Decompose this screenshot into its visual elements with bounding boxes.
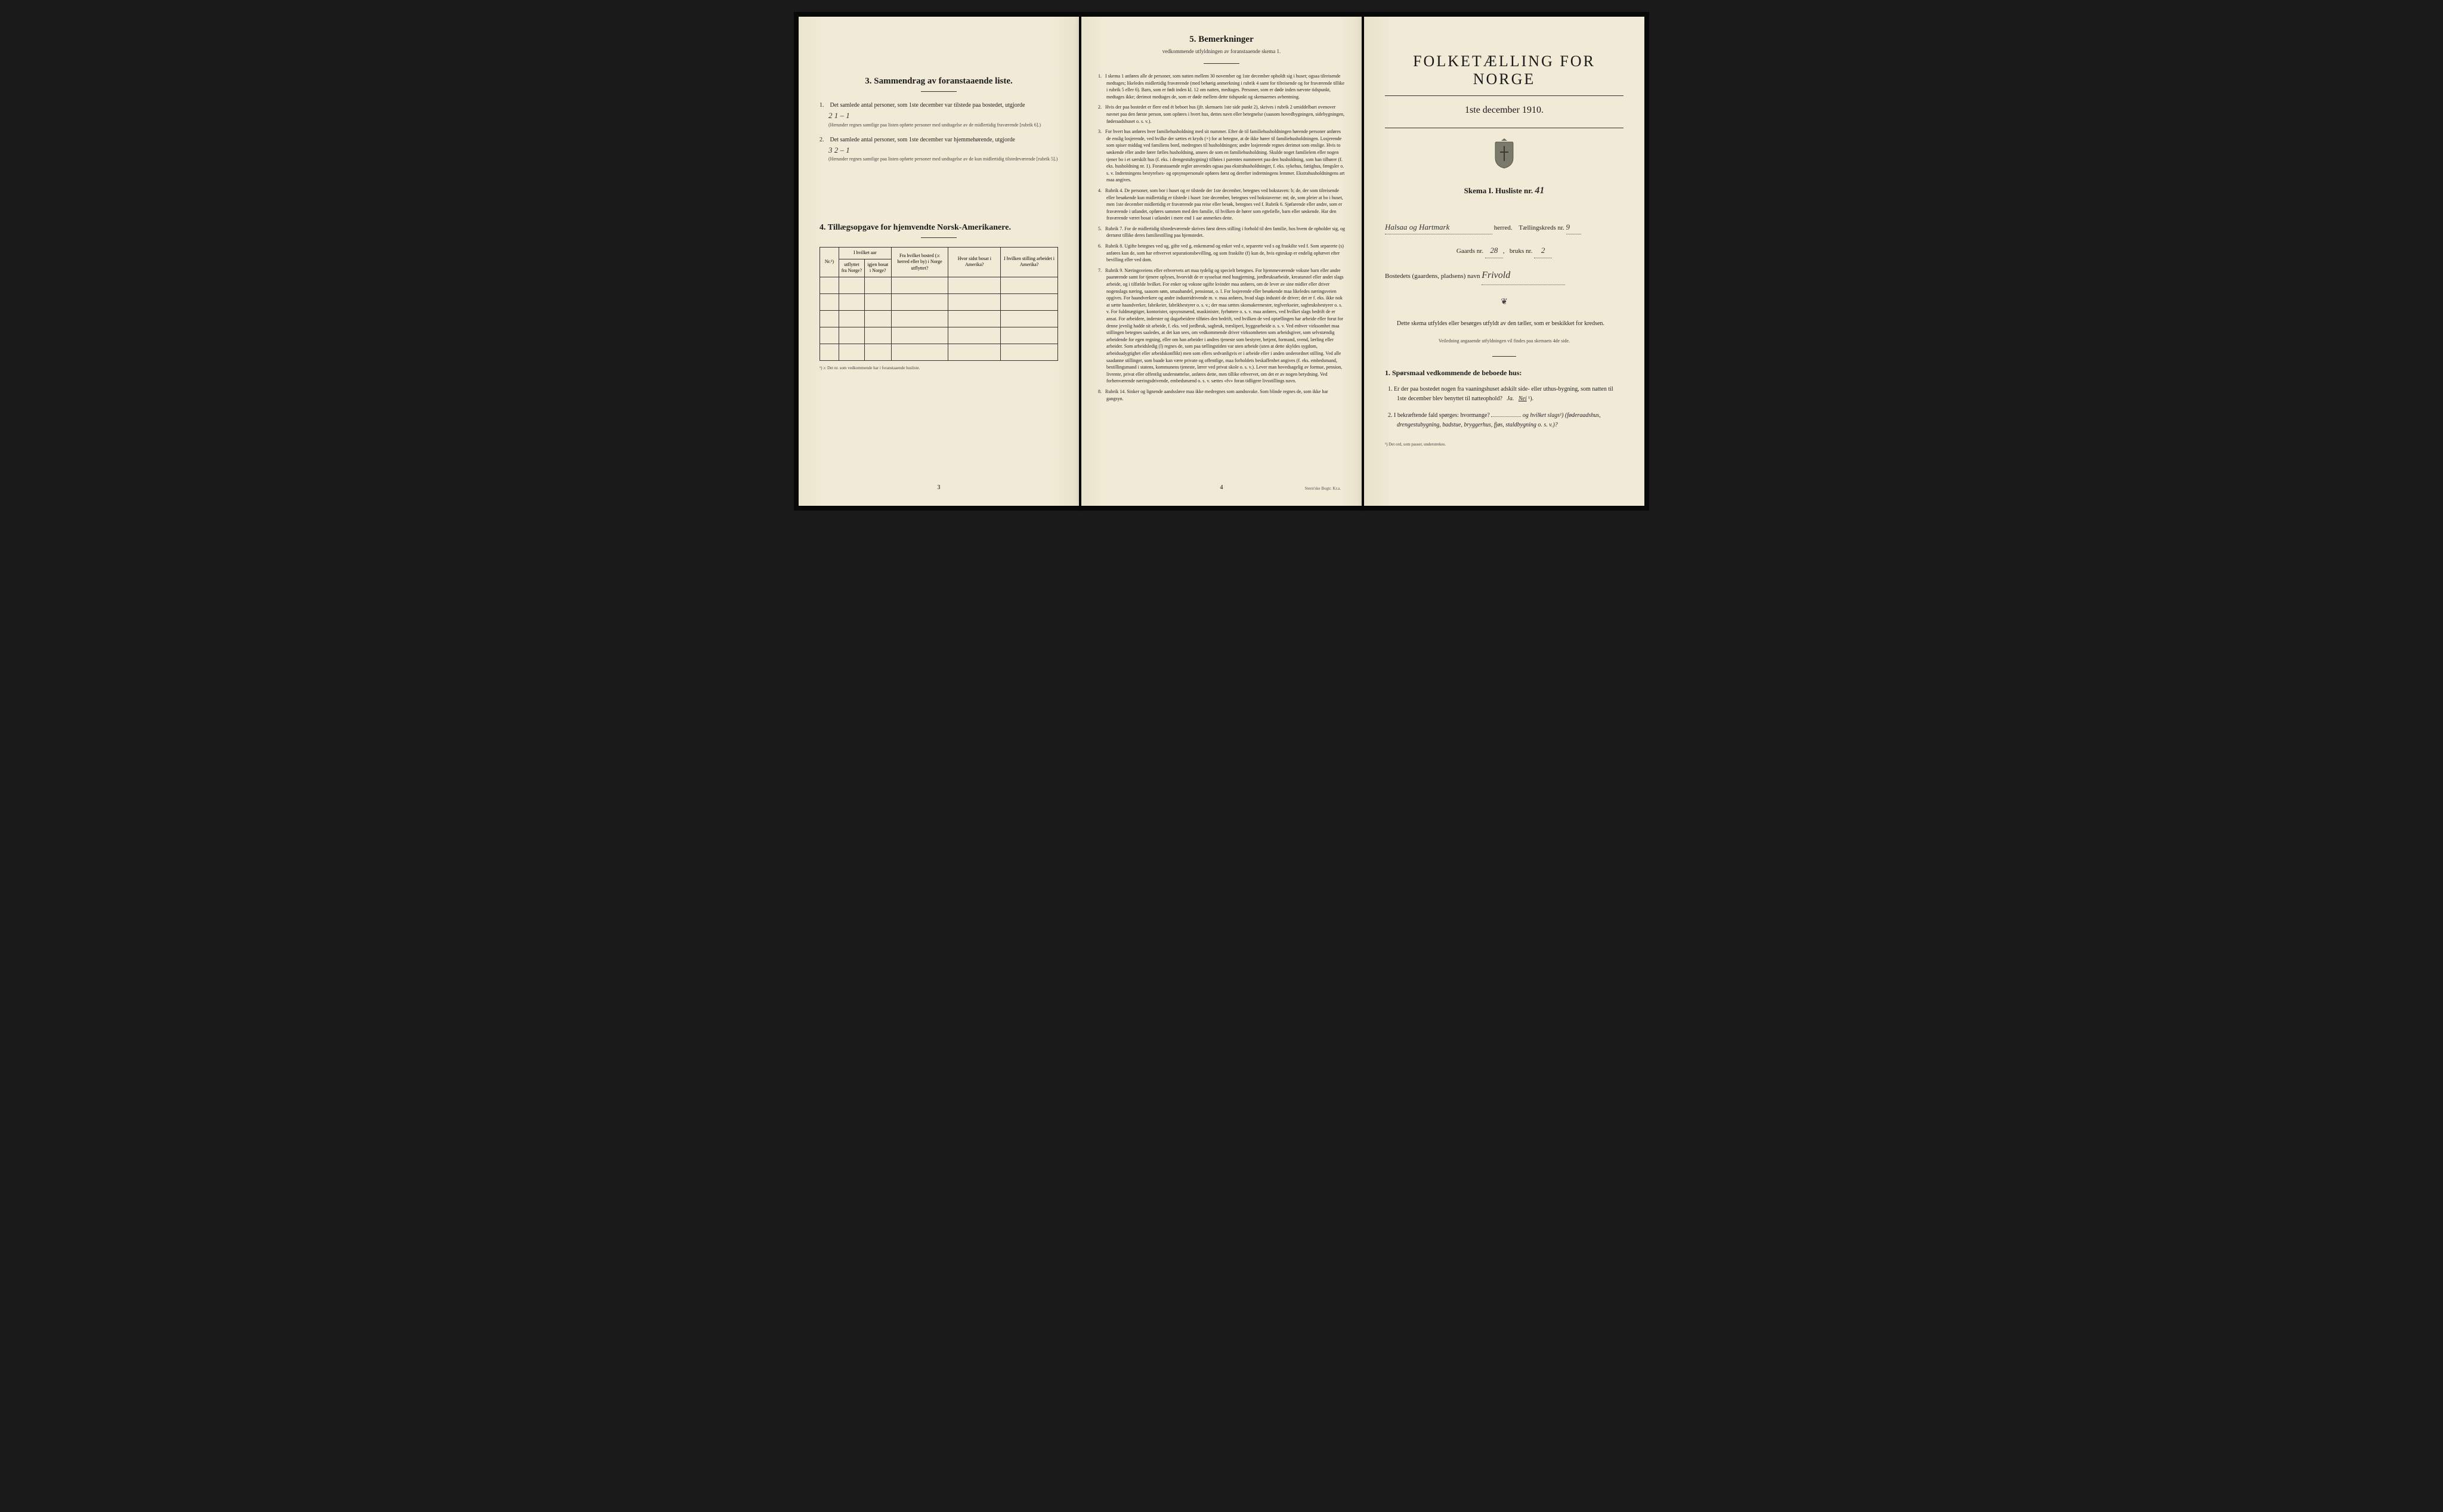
gaards-label: Gaards nr.	[1456, 248, 1483, 255]
item2-handwritten: 3 2 – 1	[828, 146, 850, 154]
th-bosat: igjen bosat i Norge?	[864, 259, 891, 277]
divider	[921, 237, 957, 238]
th-bosted: Fra hvilket bosted (ɔ: herred eller by) …	[891, 248, 948, 277]
section3-title: 3. Sammendrag av foranstaaende liste.	[820, 76, 1058, 86]
item1-note: (Herunder regnes samtlige paa listen opf…	[828, 122, 1058, 128]
remark-1: 1.I skema 1 anføres alle de personer, so…	[1098, 73, 1345, 100]
skema-label: Skema I. Husliste nr.	[1464, 186, 1533, 195]
remark-5: 5.Rubrik 7. For de midlertidig tilstedev…	[1098, 225, 1345, 239]
q1-nei: Nei	[1519, 395, 1527, 402]
gaards-line: Gaards nr. 28, bruks nr. 2	[1385, 243, 1623, 258]
document-container: 3. Sammendrag av foranstaaende liste. 1.…	[794, 12, 1649, 511]
skema-line: Skema I. Husliste nr. 41	[1385, 185, 1623, 196]
remark-4: 4.Rubrik 4. De personer, som bor i huset…	[1098, 187, 1345, 222]
divider	[921, 91, 957, 92]
instruction-text: Dette skema utfyldes eller besørges utfy…	[1385, 319, 1623, 329]
q1-ja: Ja.	[1507, 395, 1514, 402]
herred-line: Halsaa og Hartmark herred. Tællingskreds…	[1385, 220, 1623, 234]
question-1: 1. Er der paa bostedet nogen fra vaaning…	[1385, 385, 1623, 404]
title-divider	[1385, 95, 1623, 96]
remarks-list: 1.I skema 1 anføres alle de personer, so…	[1098, 73, 1345, 402]
taellingskreds-value: 9	[1566, 220, 1581, 234]
taellingskreds-label: Tællingskreds nr.	[1519, 224, 1564, 231]
footnote-right: ¹) Det ord, som passer, understrekes.	[1385, 442, 1623, 447]
th-amerika: Hvor sidst bosat i Amerika?	[948, 248, 1001, 277]
herred-label: herred.	[1494, 224, 1513, 231]
question-title: 1. Spørsmaal vedkommende de beboede hus:	[1385, 369, 1623, 378]
section4-title: 4. Tillægsopgave for hjemvendte Norsk-Am…	[820, 223, 1058, 233]
page-center: 5. Bemerkninger vedkommende utfyldningen…	[1081, 17, 1362, 506]
bosted-label: Bostedets (gaardens, pladsens) navn	[1385, 273, 1480, 280]
page-left: 3. Sammendrag av foranstaaende liste. 1.…	[799, 17, 1079, 506]
divider	[1204, 63, 1239, 64]
table-row	[820, 327, 1058, 344]
remark-8: 8.Rubrik 14. Sinker og lignende aandsslø…	[1098, 388, 1345, 402]
section5-subtitle: vedkommende utfyldningen av foranstaaend…	[1098, 48, 1345, 54]
item2-text: Det samlede antal personer, som 1ste dec…	[830, 137, 1015, 143]
th-aar: I hvilket aar	[839, 248, 891, 259]
table-row	[820, 277, 1058, 293]
bruks-value: 2	[1534, 243, 1552, 258]
instruction-sub: Veiledning angaaende utfyldningen vil fi…	[1385, 338, 1623, 344]
bosted-line: Bostedets (gaardens, pladsens) navn Friv…	[1385, 267, 1623, 285]
bosted-value: Frivold	[1482, 267, 1565, 285]
amerikanere-table: Nr.¹) I hvilket aar Fra hvilket bosted (…	[820, 247, 1058, 360]
section3-item1: 1. Det samlede antal personer, som 1ste …	[820, 101, 1058, 128]
small-divider	[1492, 356, 1516, 357]
item2-note: (Herunder regnes samtlige paa listen opf…	[828, 156, 1058, 162]
th-stilling: I hvilken stilling arbeidet i Amerika?	[1001, 248, 1058, 277]
page-right: FOLKETÆLLING FOR NORGE 1ste december 191…	[1364, 17, 1644, 506]
bruks-label: bruks nr.	[1510, 248, 1533, 255]
date-line: 1ste december 1910.	[1385, 105, 1623, 116]
table-row	[820, 293, 1058, 310]
remark-2: 2.Hvis der paa bostedet er flere end ét …	[1098, 104, 1345, 125]
herred-value: Halsaa og Hartmark	[1385, 220, 1492, 234]
q1-text: Er der paa bostedet nogen fra vaaningshu…	[1394, 386, 1613, 402]
q2-text: I bekræftende fald spørges: hvormange?	[1394, 412, 1490, 419]
table-container: Nr.¹) I hvilket aar Fra hvilket bosted (…	[820, 247, 1058, 360]
crest-icon	[1385, 137, 1623, 177]
remark-7: 7.Rubrik 9. Næringsveiens eller erhverve…	[1098, 267, 1345, 385]
table-row	[820, 310, 1058, 327]
table-row	[820, 344, 1058, 360]
ornament-icon: ❦	[1385, 297, 1623, 307]
section4-footnote: ¹) ɔ: Det nr. som vedkommende har i fora…	[820, 366, 1058, 370]
item1-handwritten: 2 1 – 1	[828, 111, 850, 120]
page-number-left: 3	[938, 484, 941, 491]
printer-mark: Steen'ske Bogtr. Kr.a.	[1304, 486, 1341, 491]
gaards-value: 28	[1485, 243, 1503, 258]
remark-3: 3.For hvert hus anføres hver familiehush…	[1098, 128, 1345, 184]
remark-6: 6.Rubrik 8. Ugifte betegnes ved ug, gift…	[1098, 243, 1345, 264]
section3-item2: 2. Det samlede antal personer, som 1ste …	[820, 135, 1058, 163]
th-nr: Nr.¹)	[820, 248, 839, 277]
question-2: 2. I bekræftende fald spørges: hvormange…	[1385, 411, 1623, 430]
section5-title: 5. Bemerkninger	[1098, 35, 1345, 45]
th-utflyttet: utflyttet fra Norge?	[839, 259, 864, 277]
skema-number: 41	[1535, 185, 1544, 196]
main-title: FOLKETÆLLING FOR NORGE	[1385, 52, 1623, 88]
item1-text: Det samlede antal personer, som 1ste dec…	[830, 102, 1025, 109]
page-number-center: 4	[1220, 484, 1223, 491]
